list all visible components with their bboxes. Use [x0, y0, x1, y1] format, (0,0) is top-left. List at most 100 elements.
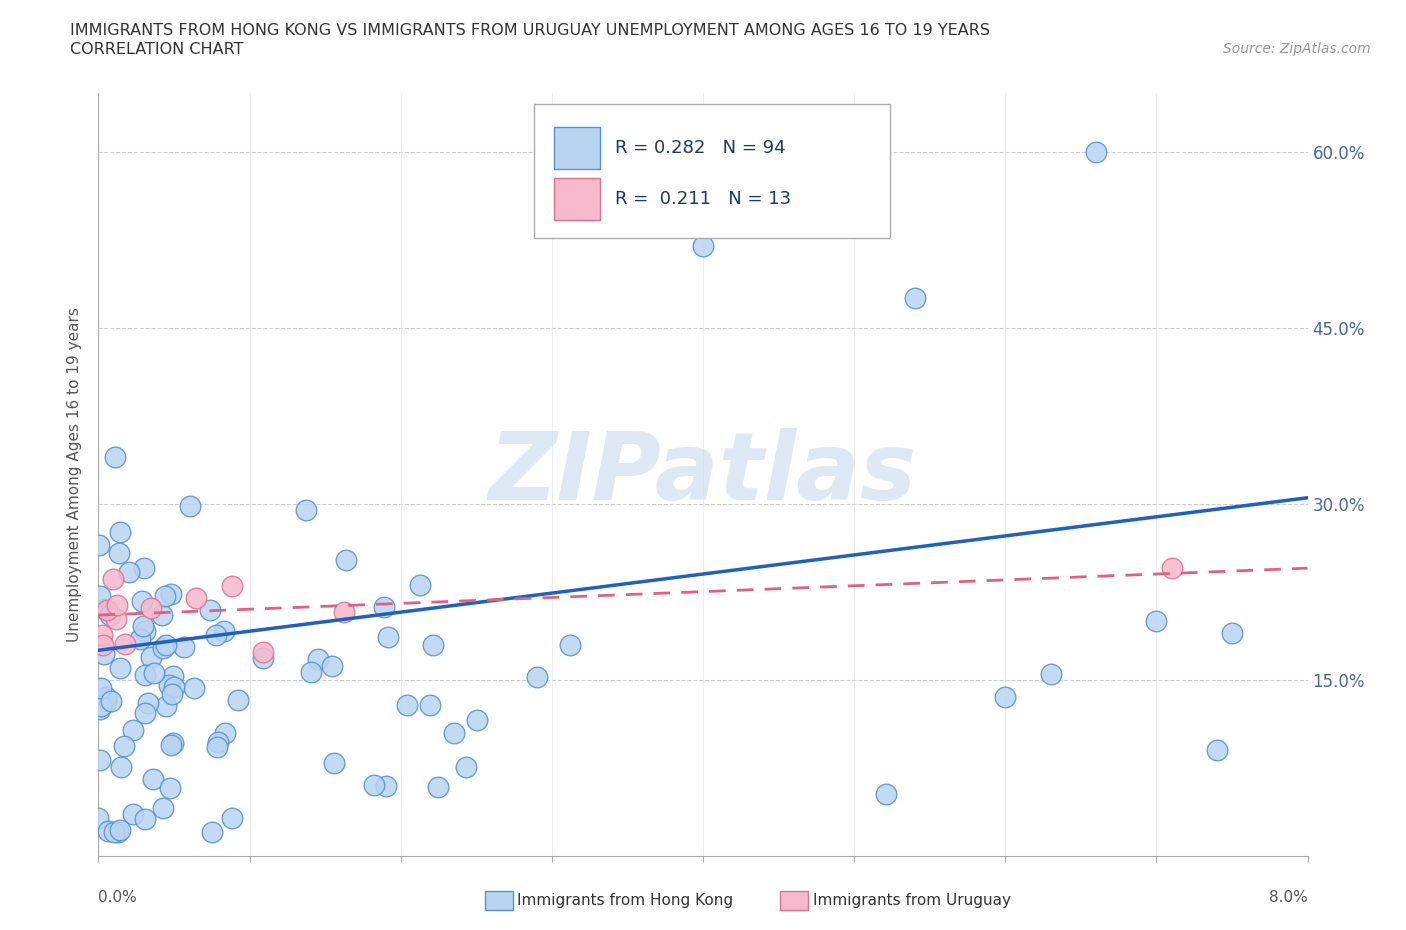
Point — [221, 578, 243, 593]
Y-axis label: Unemployment Among Ages 16 to 19 years: Unemployment Among Ages 16 to 19 years — [67, 307, 83, 642]
Point — [198, 603, 221, 618]
Point — [152, 801, 174, 816]
Point — [90, 680, 112, 695]
Point — [100, 694, 122, 709]
Text: Immigrants from Uruguay: Immigrants from Uruguay — [813, 893, 1011, 908]
Point — [184, 591, 207, 605]
Point — [157, 677, 180, 692]
Point — [105, 611, 128, 626]
Point — [374, 779, 396, 794]
Point — [108, 546, 131, 561]
Point — [110, 661, 132, 676]
Point — [107, 598, 129, 613]
Point — [142, 771, 165, 786]
Point — [134, 812, 156, 827]
Point — [162, 736, 184, 751]
Point — [363, 777, 385, 792]
Point — [422, 638, 444, 653]
Point — [131, 593, 153, 608]
Point — [159, 780, 181, 795]
Text: R = 0.282   N = 94: R = 0.282 N = 94 — [614, 139, 786, 157]
Point — [103, 825, 125, 840]
Text: Immigrants from Hong Kong: Immigrants from Hong Kong — [517, 893, 734, 908]
Point — [155, 638, 177, 653]
FancyBboxPatch shape — [554, 179, 600, 220]
Point — [299, 664, 322, 679]
Point — [1146, 614, 1168, 629]
Point — [1206, 742, 1229, 757]
Point — [89, 701, 111, 716]
Point — [122, 806, 145, 821]
Point — [409, 578, 432, 592]
Point — [465, 712, 488, 727]
Text: 0.0%: 0.0% — [98, 890, 138, 905]
FancyBboxPatch shape — [554, 127, 600, 169]
Point — [152, 641, 174, 656]
Point — [87, 538, 110, 552]
Point — [91, 637, 114, 652]
Point — [160, 737, 183, 752]
Text: CORRELATION CHART: CORRELATION CHART — [70, 42, 243, 57]
Point — [136, 696, 159, 711]
Point — [134, 623, 156, 638]
Point — [93, 602, 115, 617]
Text: 8.0%: 8.0% — [1268, 890, 1308, 905]
Point — [110, 759, 132, 774]
Point — [97, 823, 120, 838]
Point — [107, 825, 129, 840]
Point — [426, 779, 449, 794]
Point — [134, 706, 156, 721]
Point — [323, 755, 346, 770]
Point — [221, 811, 243, 826]
Point — [207, 735, 229, 750]
Text: R =  0.211   N = 13: R = 0.211 N = 13 — [614, 190, 790, 208]
Point — [560, 638, 582, 653]
Point — [1220, 625, 1243, 640]
Text: IMMIGRANTS FROM HONG KONG VS IMMIGRANTS FROM URUGUAY UNEMPLOYMENT AMONG AGES 16 : IMMIGRANTS FROM HONG KONG VS IMMIGRANTS … — [70, 23, 990, 38]
Point — [1039, 666, 1062, 681]
Point — [252, 651, 274, 666]
Point — [456, 760, 478, 775]
Point — [173, 640, 195, 655]
Point — [1160, 561, 1182, 576]
Point — [373, 599, 395, 614]
Point — [90, 699, 112, 714]
Point — [443, 725, 465, 740]
Point — [141, 601, 163, 616]
Point — [96, 689, 118, 704]
Point — [155, 589, 177, 604]
Point — [335, 552, 357, 567]
Point — [89, 589, 111, 604]
Point — [205, 739, 228, 754]
Point — [526, 670, 548, 684]
Point — [98, 608, 121, 623]
Point — [160, 587, 183, 602]
Point — [114, 637, 136, 652]
Point — [214, 726, 236, 741]
Point — [201, 825, 224, 840]
Point — [396, 698, 419, 712]
Point — [94, 695, 117, 710]
Point — [110, 525, 132, 539]
Point — [162, 686, 184, 701]
Point — [205, 627, 228, 642]
Point — [163, 680, 186, 695]
Point — [104, 450, 127, 465]
Point — [875, 787, 897, 802]
Point — [87, 811, 110, 826]
Point — [90, 628, 112, 643]
Point — [96, 603, 118, 618]
Point — [377, 630, 399, 644]
Point — [132, 618, 155, 633]
Point — [307, 652, 329, 667]
Point — [155, 699, 177, 714]
Point — [162, 669, 184, 684]
Point — [1085, 144, 1108, 159]
Point — [212, 623, 235, 638]
Point — [179, 498, 201, 513]
Text: Source: ZipAtlas.com: Source: ZipAtlas.com — [1223, 42, 1371, 56]
Point — [134, 668, 156, 683]
Point — [89, 753, 111, 768]
Point — [183, 680, 205, 695]
Point — [333, 605, 356, 620]
